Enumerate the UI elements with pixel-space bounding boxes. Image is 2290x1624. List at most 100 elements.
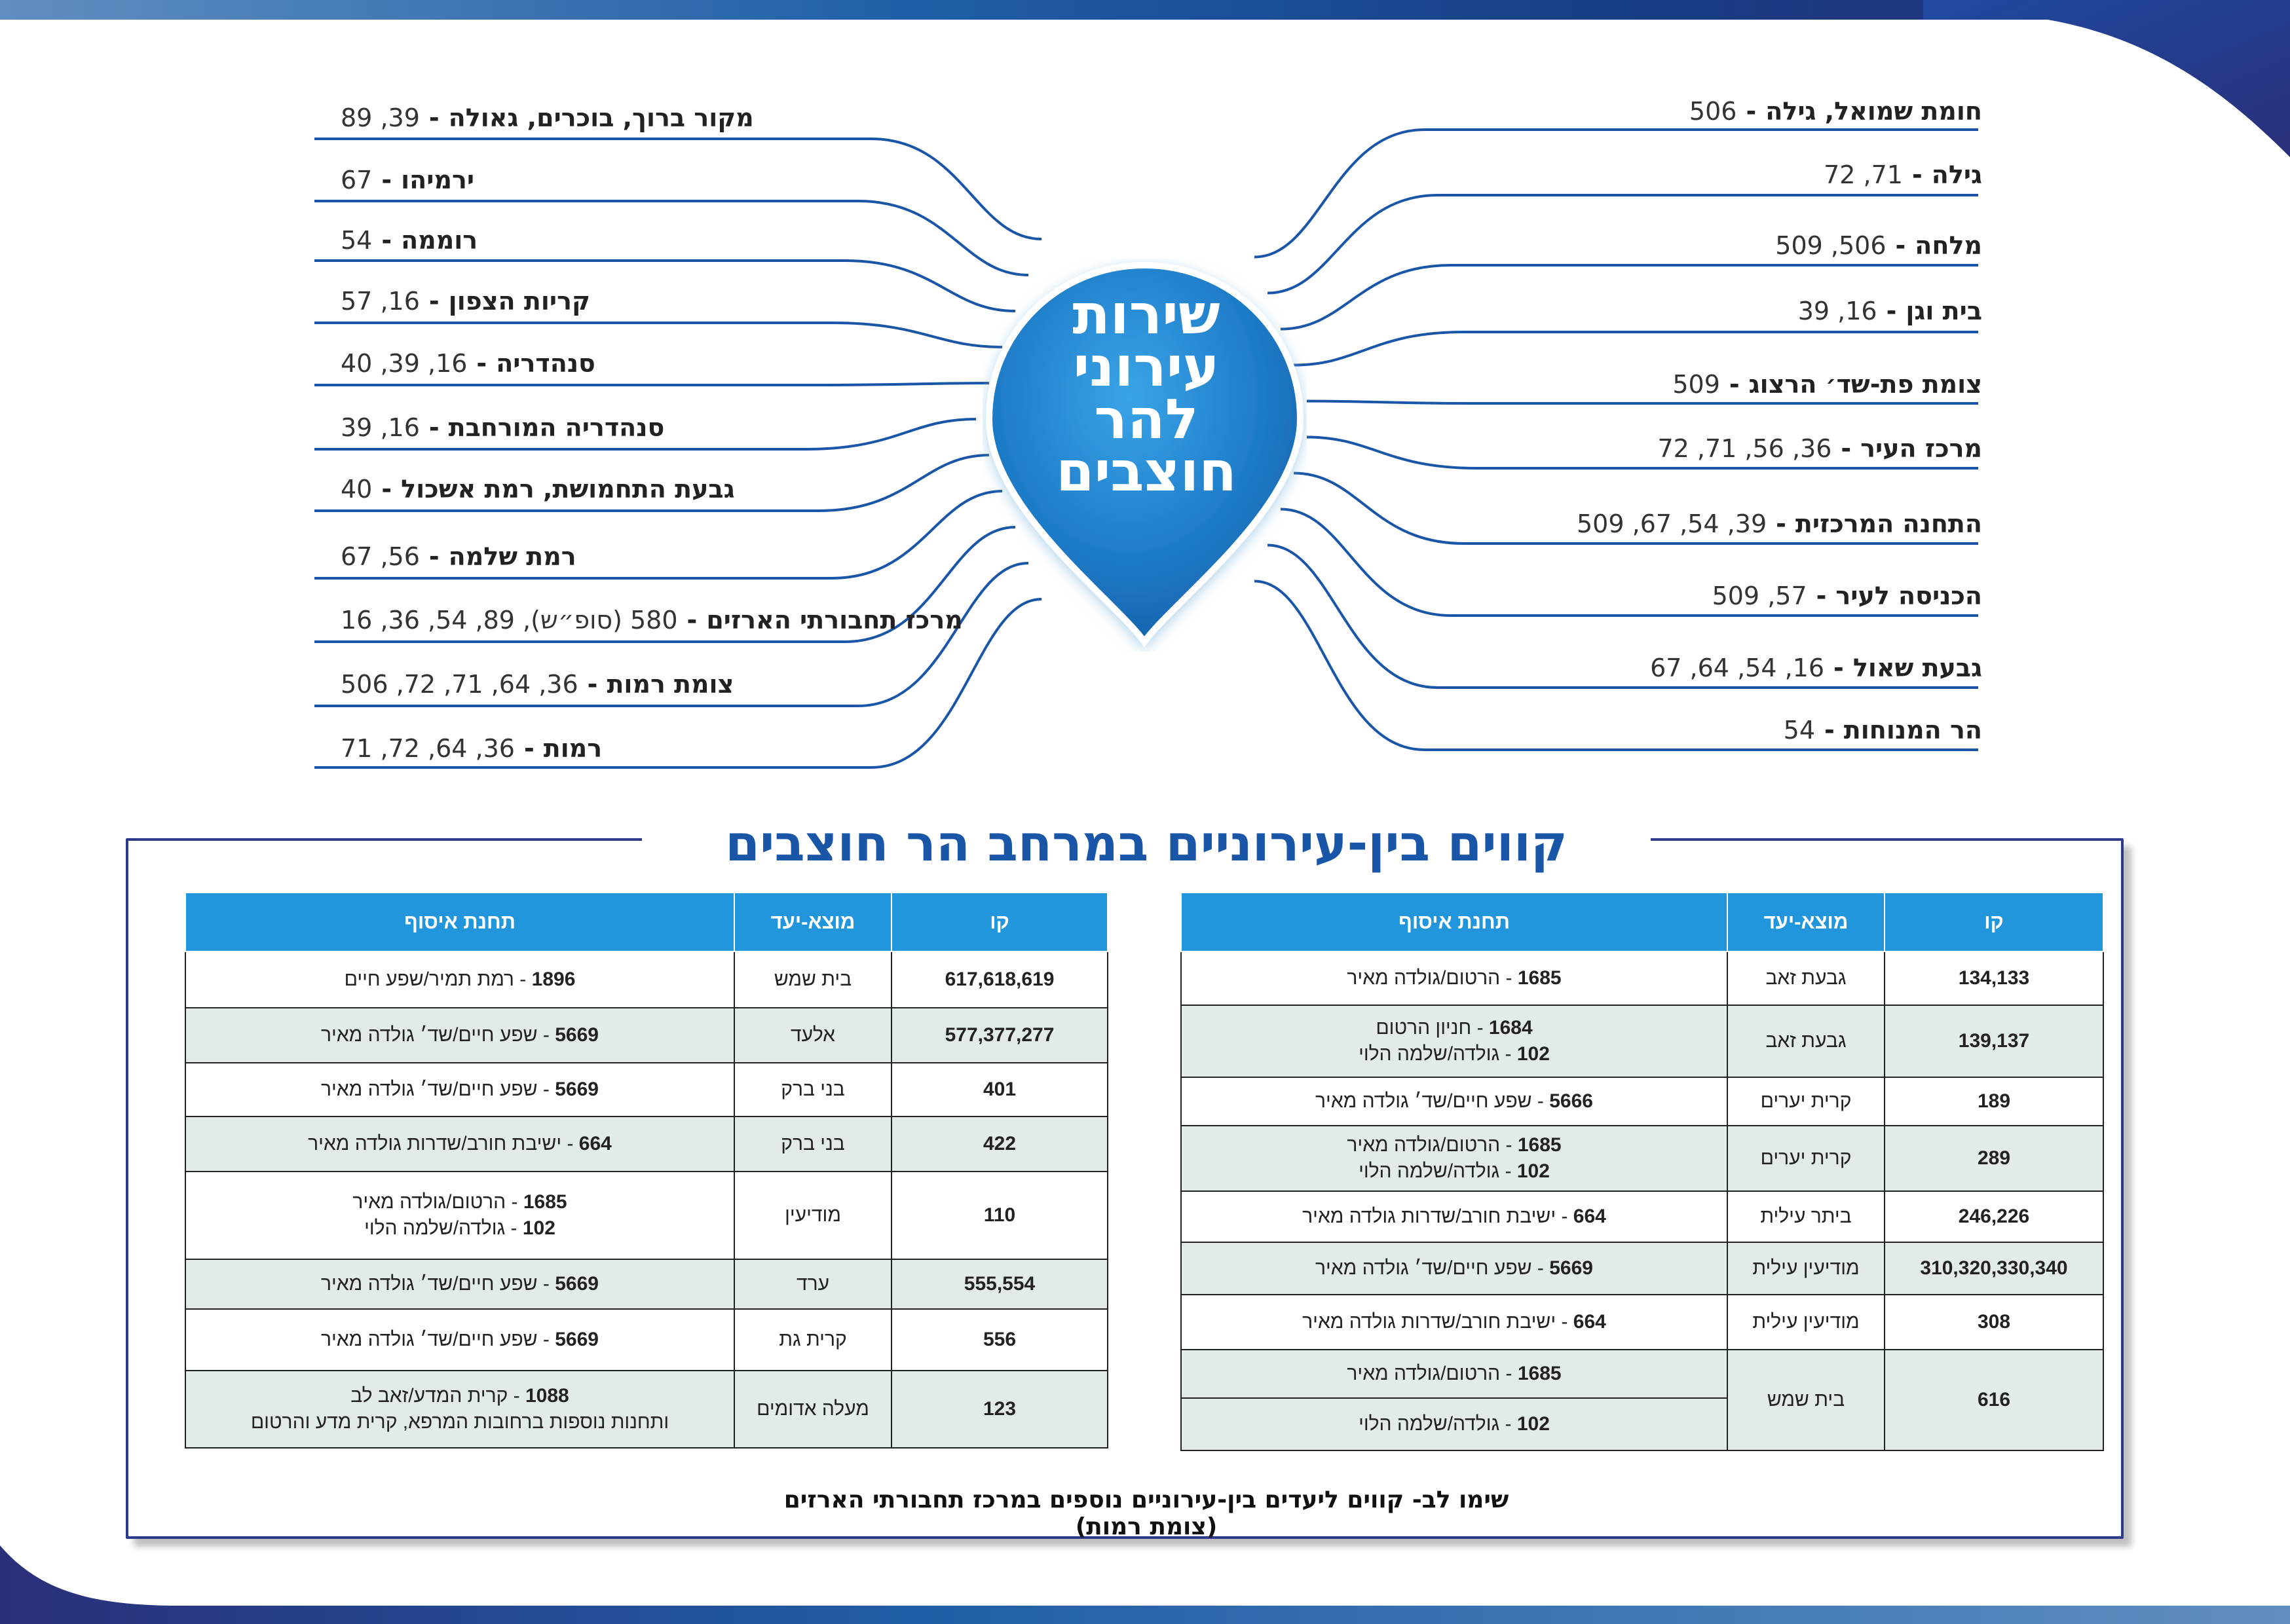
- pin-title-line: להר: [1094, 387, 1199, 451]
- area-lines: 71, 72: [1824, 160, 1903, 189]
- routes-table-right: קו מוצא-יעד תחנת איסוף 134,133 גבעת זאב 16…: [1180, 892, 2104, 1451]
- stop-code: 1088: [525, 1385, 569, 1407]
- area-separator: -: [686, 606, 698, 635]
- pickup-stop-cell: 664 - ישיבת חורב/שדרות גולדה מאיר: [185, 1116, 735, 1172]
- area-separator: -: [1833, 654, 1844, 682]
- area-separator: -: [1816, 581, 1827, 610]
- stop-dash: -: [1500, 1134, 1518, 1156]
- pickup-stop: 5666 - שפע חיים/שד׳ גולדה מאיר: [1188, 1088, 1720, 1115]
- destination-cell: מעלה אדומים: [734, 1370, 892, 1449]
- area-name: חומת שמואל, גילה: [1765, 97, 1982, 126]
- stop-dash: -: [537, 1329, 555, 1350]
- pickup-stop: 1685 - הרטום/גולדה מאיר: [1188, 1361, 1720, 1387]
- stop-code: 1685: [1517, 967, 1562, 989]
- connector-line: [1267, 544, 1978, 689]
- connector-line: [1267, 194, 1978, 295]
- connector-line: [1254, 580, 1978, 751]
- table-row: 139,137 גבעת זאב 1684 - חניון הרטום 102 - ג…: [1180, 1005, 2104, 1078]
- pickup-stop-cell: 5666 - שפע חיים/שד׳ גולדה מאיר: [1180, 1077, 1728, 1126]
- area-name: מקור ברוך, בוכרים, גאולה: [448, 103, 754, 132]
- area-lines: 16, 39, 40: [341, 349, 468, 378]
- stop-code: 5669: [555, 1079, 599, 1100]
- pickup-stop-cell: 664 - ישיבת חורב/שדרות גולדה מאיר: [1180, 1190, 1728, 1243]
- pickup-stop: 102 - גולדה/שלמה הלוי: [193, 1215, 727, 1242]
- table-row: 289 קרית יערים 1685 - הרטום/גולדה מאיר 102 …: [1180, 1125, 2104, 1192]
- stop-code: 5669: [555, 1273, 599, 1295]
- stop-name: הרטום/גולדה מאיר: [1347, 1363, 1501, 1384]
- stop-name: שפע חיים/שד׳ גולדה מאיר: [321, 1024, 538, 1046]
- area-separator: -: [1911, 160, 1923, 189]
- table-row: 422 בני ברק 664 - ישיבת חורב/שדרות גולדה מ…: [185, 1116, 1108, 1172]
- area-separator: -: [1886, 297, 1897, 325]
- table-row: 189 קרית יערים 5666 - שפע חיים/שד׳ גולדה מ…: [1180, 1077, 2104, 1126]
- area-lines: 506, 509: [1775, 231, 1886, 260]
- stop-name: שפע חיים/שד׳ גולדה מאיר: [321, 1273, 538, 1295]
- pickup-stop: 102 - גולדה/שלמה הלוי: [1188, 1411, 1720, 1437]
- area-item: צומת רמות -36, 64, 71, 72, 506: [341, 661, 734, 707]
- pickup-stop-cell: 5669 - שפע חיים/שד׳ גולדה מאיר: [185, 1062, 735, 1117]
- stop-name: שפע חיים/שד׳ גולדה מאיר: [1315, 1257, 1532, 1279]
- top-band: [0, 0, 2290, 20]
- area-lines: 36, 64, 72, 71: [341, 734, 515, 763]
- line-number-cell: 289: [1884, 1125, 2104, 1192]
- area-separator: -: [381, 475, 392, 504]
- area-lines: 509: [1672, 370, 1720, 399]
- area-lines: 16, 39: [341, 413, 420, 442]
- section-title: קווים בין-עירוניים במרחב הר חוצבים: [642, 811, 1651, 876]
- stop-name: הרטום/גולדה מאיר: [1347, 1134, 1501, 1156]
- area-name: קריות הצפון: [448, 287, 590, 316]
- connector-line: [314, 598, 1042, 769]
- connector-line: [1280, 507, 1978, 617]
- line-number-cell: 139,137: [1884, 1005, 2104, 1078]
- pickup-stop: 5669 - שפע חיים/שד׳ גולדה מאיר: [193, 1022, 727, 1048]
- area-lines: 56, 67: [341, 542, 420, 571]
- table-row: 123 מעלה אדומים 1088 - קרית המדע/זאב לב ותח…: [185, 1370, 1108, 1449]
- area-name: רמות: [543, 734, 603, 763]
- stop-code: 1896: [531, 969, 576, 990]
- area-lines: 580 (סופ״ש), 89, 54, 36, 16: [341, 606, 678, 635]
- connector-line: [314, 562, 1029, 707]
- area-separator: -: [1824, 716, 1835, 745]
- pin-title-line: עירוני: [1073, 335, 1220, 399]
- connector-line: [1280, 264, 1978, 331]
- stop-name: גולדה/שלמה הלוי: [364, 1217, 506, 1239]
- area-item: גבעת התחמושת, רמת אשכול -40: [341, 466, 735, 512]
- stop-code: 1684: [1488, 1017, 1533, 1039]
- stop-dash: -: [1500, 967, 1518, 989]
- area-name: צומת פת-שד׳ הרצוג: [1748, 370, 1982, 399]
- area-name: רמת שלמה: [448, 542, 576, 571]
- stop-name: ישיבת חורב/שדרות גולדה מאיר: [308, 1133, 562, 1154]
- area-separator: -: [428, 103, 440, 132]
- pickup-stop-cell: 1685 - הרטום/גולדה מאיר: [1180, 1349, 1728, 1399]
- line-number-cell: 308: [1884, 1294, 2104, 1350]
- table-row: 246,226 ביתר עילית 664 - ישיבת חורב/שדרות …: [1180, 1190, 2104, 1243]
- table-row: 401 בני ברק 5669 - שפע חיים/שד׳ גולדה מאיר: [185, 1062, 1108, 1117]
- table-row: 134,133 גבעת זאב 1685 - הרטום/גולדה מאיר: [1180, 951, 2104, 1006]
- stop-name: ישיבת חורב/שדרות גולדה מאיר: [1302, 1206, 1556, 1227]
- area-item: גילה -71, 72: [1824, 152, 1982, 198]
- pickup-stop: 664 - ישיבת חורב/שדרות גולדה מאיר: [1188, 1309, 1720, 1335]
- area-separator: -: [1776, 509, 1786, 538]
- pickup-stop: 1684 - חניון הרטום: [1188, 1015, 1720, 1041]
- pickup-stop: 1685 - הרטום/גולדה מאיר: [1188, 1132, 1720, 1158]
- area-separator: -: [381, 226, 392, 255]
- line-number-cell: 577,377,277: [891, 1007, 1108, 1063]
- stop-name: שפע חיים/שד׳ גולדה מאיר: [321, 1079, 538, 1100]
- area-separator: -: [1729, 370, 1740, 399]
- destination-cell: מודיעין: [734, 1171, 892, 1260]
- pickup-stop-cell: 5669 - שפע חיים/שד׳ גולדה מאיר: [185, 1259, 735, 1310]
- area-item: צומת פת-שד׳ הרצוג -509: [1672, 361, 1982, 407]
- line-number-cell: 110: [891, 1171, 1108, 1260]
- line-number-cell: 617,618,619: [891, 951, 1108, 1008]
- pickup-stop-cell: 5669 - שפע חיים/שד׳ גולדה מאיר: [185, 1007, 735, 1063]
- connector-line: [314, 418, 977, 451]
- area-item: מקור ברוך, בוכרים, גאולה -39, 89: [341, 95, 754, 141]
- area-item: מרכז העיר -36, 56, 71, 72: [1657, 426, 1982, 471]
- table-row: 308 מודיעין עילית 664 - ישיבת חורב/שדרות ג…: [1180, 1294, 2104, 1350]
- pin-title-line: חוצבים: [1056, 439, 1237, 504]
- pickup-stop-cell: 5669 - שפע חיים/שד׳ גולדה מאיר: [185, 1308, 735, 1371]
- area-item: ירמיהו -67: [341, 157, 474, 203]
- area-name: בית וגן: [1905, 297, 1982, 325]
- header-line: קו: [1884, 892, 2104, 952]
- header-destination: מוצא-יעד: [1727, 892, 1885, 952]
